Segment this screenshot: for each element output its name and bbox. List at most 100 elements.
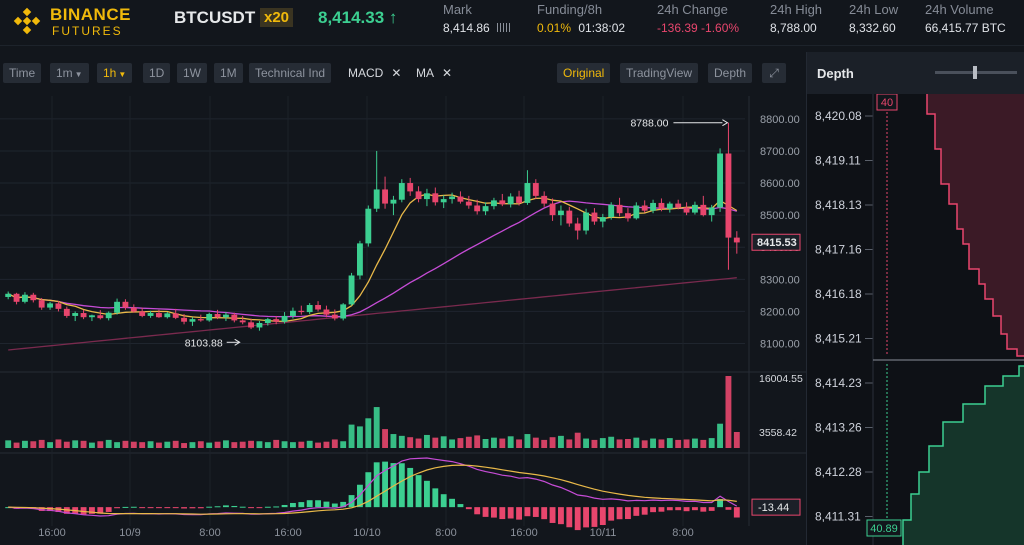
macd-histogram-bar xyxy=(97,507,104,514)
macd-histogram-bar xyxy=(641,507,648,515)
fullscreen-button[interactable]: ⤢ xyxy=(762,63,786,83)
candle-body xyxy=(524,183,531,203)
volume-bar xyxy=(130,441,137,448)
interval-1w-button[interactable]: 1W xyxy=(177,63,207,83)
price-tick-label: 8200.00 xyxy=(760,306,800,318)
price-tick-label: 8100.00 xyxy=(760,339,800,351)
depth-chart[interactable]: 8,420.08 8,419.11 8,418.13 8,417.16 8,416.18… xyxy=(807,94,1024,545)
macd-histogram-bar xyxy=(248,507,254,509)
macd-histogram-bar xyxy=(323,501,330,508)
volume-bar xyxy=(223,440,229,448)
candle-body xyxy=(298,310,305,313)
candle-body xyxy=(231,314,238,321)
macd-histogram-bar xyxy=(231,505,238,508)
volume-bar xyxy=(516,439,522,448)
volume-bar xyxy=(273,439,280,448)
volume-bar xyxy=(331,439,338,448)
close-icon[interactable]: ✕ xyxy=(442,66,453,80)
candle-body xyxy=(139,311,146,316)
macd-histogram-bar xyxy=(390,463,397,508)
candle-body xyxy=(390,199,397,204)
macd-histogram-bar xyxy=(223,505,229,508)
candle-body xyxy=(13,293,20,302)
time-tick-label: 10/9 xyxy=(119,527,140,539)
macd-histogram-bar xyxy=(214,506,221,508)
macd-histogram-bar xyxy=(432,488,439,508)
volume-bar xyxy=(197,441,204,448)
macd-histogram-bar xyxy=(365,472,372,508)
volume-tick-label: 16004.55 xyxy=(759,373,803,385)
candle-body xyxy=(566,210,573,224)
interval-1h-button[interactable]: 1h ▼ xyxy=(97,63,133,83)
change-value: -136.39 -1.60% xyxy=(657,21,740,35)
volume-bar xyxy=(641,440,648,448)
macd-histogram-bar xyxy=(139,507,146,509)
candle-body xyxy=(558,210,564,216)
depth-view-button[interactable]: Depth xyxy=(708,63,753,83)
depth-ask-marker: 40 xyxy=(881,97,893,109)
volume-bar xyxy=(499,438,506,448)
depth-price-label: 8,417.16 xyxy=(815,243,862,257)
moving-average-lines xyxy=(7,193,738,351)
time-button[interactable]: Time xyxy=(3,63,42,83)
funding-stat: Funding/8h 0.01% 01:38:02 xyxy=(537,2,625,35)
candle-body xyxy=(491,200,497,207)
interval-1m-button[interactable]: 1m ▼ xyxy=(50,63,89,83)
macd-histogram-bar xyxy=(281,504,288,508)
interval-1d-button[interactable]: 1D xyxy=(143,63,171,83)
bar-chart-icon[interactable] xyxy=(497,23,513,32)
volume-value: 66,415.77 BTC xyxy=(925,21,1006,35)
volume-bar xyxy=(357,426,363,448)
macd-histogram-bar xyxy=(574,507,581,531)
ma-indicator-tag[interactable]: MA ✕ xyxy=(410,63,458,83)
volume-bar xyxy=(449,439,455,448)
candle-body xyxy=(30,294,37,301)
price-tick-label: 8600.00 xyxy=(760,178,800,190)
candle-body xyxy=(256,322,263,328)
candle-body xyxy=(633,205,640,219)
technical-indicators-button[interactable]: Technical Ind xyxy=(249,63,332,83)
volume-bar xyxy=(147,441,154,448)
leverage-button[interactable]: x20 xyxy=(260,8,294,27)
mark-price-stat: Mark 8,414.86 xyxy=(443,2,513,35)
volume-bar xyxy=(348,424,355,448)
time-tick-label: 10/11 xyxy=(590,527,617,539)
candle-body xyxy=(331,314,338,319)
symbol-selector[interactable]: BTCUSDT xyxy=(174,8,256,27)
depth-zoom-slider[interactable] xyxy=(935,66,1017,79)
candle-body xyxy=(733,237,740,243)
depth-slider-handle[interactable] xyxy=(973,66,977,79)
macd-histogram-bar xyxy=(189,507,196,509)
macd-histogram-bar xyxy=(114,507,120,509)
interval-1month-button[interactable]: 1M xyxy=(214,63,243,83)
macd-histogram-bar xyxy=(532,507,539,517)
macd-label: MACD xyxy=(348,66,384,80)
depth-price-label: 8,415.21 xyxy=(815,332,862,346)
macd-histogram-bar xyxy=(566,507,573,528)
funding-label: Funding/8h xyxy=(537,2,603,17)
volume-bar xyxy=(22,440,28,448)
volume-bar xyxy=(465,436,472,448)
close-icon[interactable]: ✕ xyxy=(391,66,402,80)
macd-histogram-bar xyxy=(89,507,95,514)
macd-panel xyxy=(5,457,740,531)
candle-body xyxy=(432,193,439,203)
binance-futures-logo[interactable]: BINANCE FUTURES xyxy=(12,4,142,42)
original-view-button[interactable]: Original xyxy=(557,63,611,83)
change-label: 24h Change xyxy=(657,2,728,17)
candle-body xyxy=(700,204,707,216)
chart-toolbar: Time 1m ▼ 1h ▼ 1D 1W 1M Technical Ind MACD… xyxy=(0,60,800,86)
macd-indicator-tag[interactable]: MACD ✕ xyxy=(342,63,407,83)
tradingview-button[interactable]: TradingView xyxy=(620,63,699,83)
macd-histogram-bar xyxy=(482,507,489,517)
mark-label: Mark xyxy=(443,2,472,17)
volume-bar xyxy=(373,407,380,448)
macd-histogram-bar xyxy=(38,507,45,511)
volume-bar xyxy=(105,439,112,448)
price-chart[interactable]: 8800.008700.008600.008500.008400.008300.… xyxy=(0,96,806,545)
candle-body xyxy=(164,313,171,318)
candle-body xyxy=(273,319,280,322)
chart-canvas[interactable]: 8800.008700.008600.008500.008400.008300.… xyxy=(0,96,806,545)
candle-body xyxy=(22,294,28,302)
volume-bar xyxy=(666,438,673,448)
